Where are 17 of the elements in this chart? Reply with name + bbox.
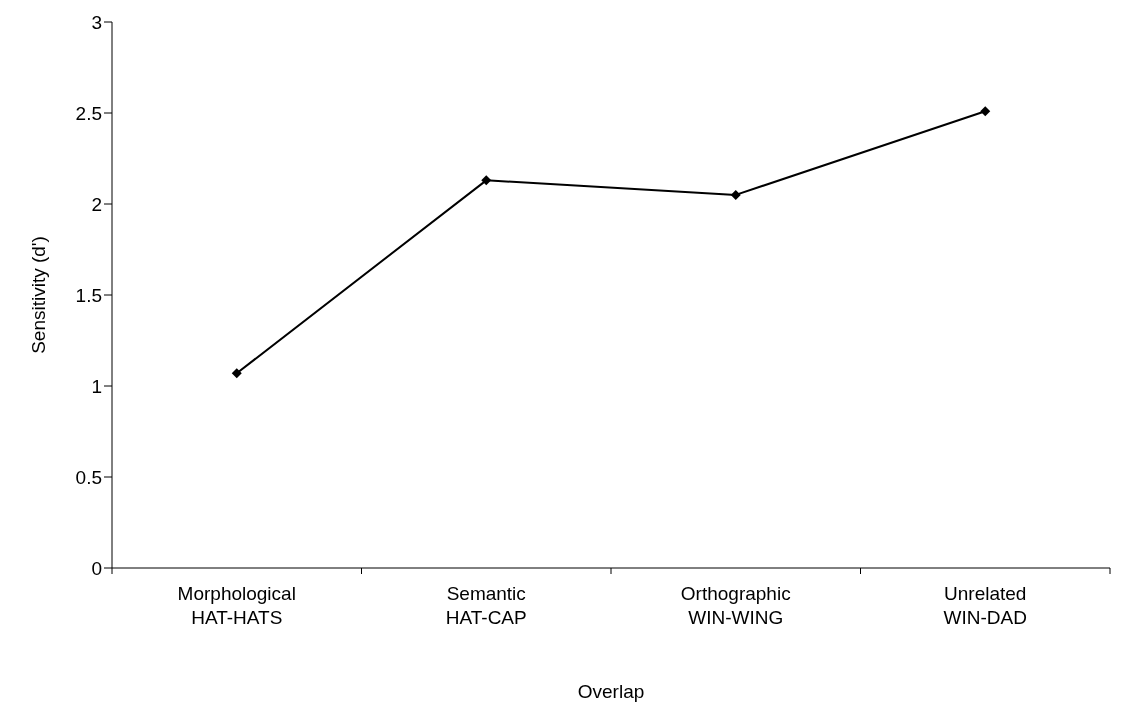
x-tick-label: Semantic HAT-CAP <box>445 583 527 628</box>
x-tick-label: Unrelated WIN-DAD <box>943 583 1027 628</box>
x-axis-title: Overlap <box>577 681 645 702</box>
y-tick-label: 2 <box>91 193 102 215</box>
y-tick-label: 1 <box>91 375 102 397</box>
point <box>730 189 741 200</box>
point <box>231 368 242 379</box>
y-tick-label: 2.5 <box>75 102 102 124</box>
point <box>980 106 991 117</box>
x-tick-label: Orthographic WIN-WING <box>680 583 791 628</box>
y-tick-label: 0 <box>91 557 102 579</box>
y-tick-label: 0.5 <box>75 466 102 488</box>
y-tick-label: 3 <box>91 11 102 33</box>
y-axis-title: Sensitivity (d') <box>27 236 49 354</box>
y-tick-label: 1.5 <box>75 284 102 306</box>
point <box>481 175 492 186</box>
x-tick-label: Morphological HAT-HATS <box>177 583 296 628</box>
